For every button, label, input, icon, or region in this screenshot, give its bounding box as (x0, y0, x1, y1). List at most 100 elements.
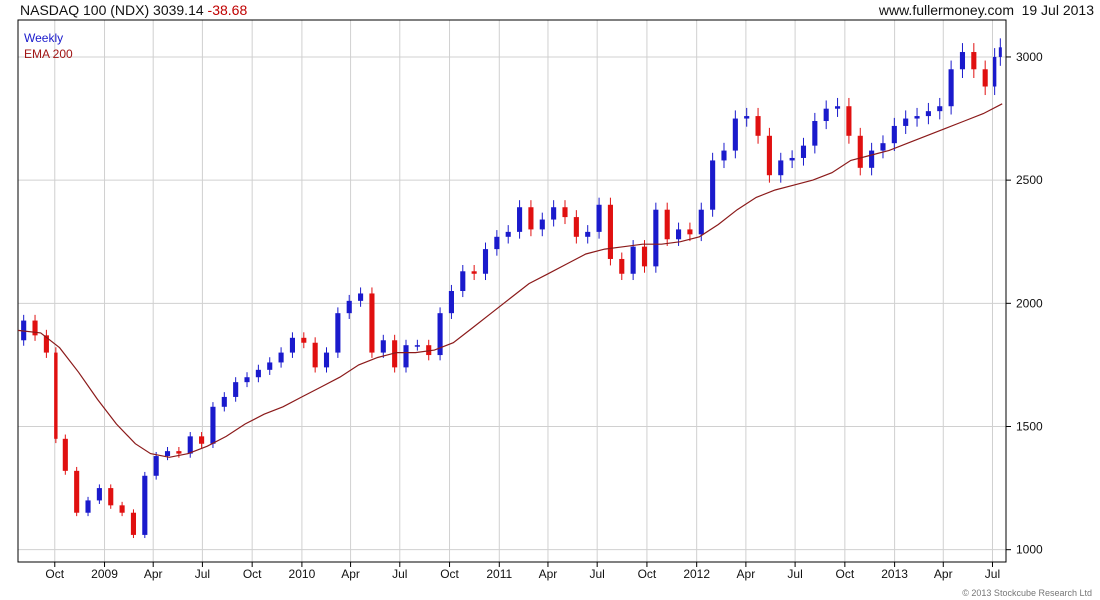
chart-header: NASDAQ 100 (NDX) 3039.14 -38.68 www.full… (8, 0, 1094, 20)
candle-body (891, 125, 897, 144)
candle-body (676, 229, 682, 240)
x-tick-label: 2013 (881, 567, 908, 581)
candle-body (812, 121, 818, 146)
candle-body (54, 352, 58, 439)
ema-200-line (17, 103, 1003, 458)
x-tick-label: Oct (45, 567, 64, 581)
candle-body (482, 249, 489, 274)
candle-body (562, 207, 568, 218)
x-tick-label: 2010 (289, 567, 316, 581)
candle-body (199, 436, 205, 444)
chart-legend: Weekly EMA 200 (24, 30, 73, 62)
x-tick-label: Apr (341, 567, 360, 581)
candle-body (664, 209, 670, 240)
candle-body (244, 377, 250, 383)
candle-body (119, 505, 125, 513)
x-tick-label: Apr (539, 567, 558, 581)
x-tick-label: Jul (195, 567, 210, 581)
x-tick-label: 2012 (683, 567, 710, 581)
candle-body (732, 118, 738, 151)
candle-body (471, 271, 477, 274)
candle-body (62, 438, 68, 471)
candle-body (528, 207, 534, 230)
candle-body (437, 313, 443, 356)
candle-body (551, 207, 557, 220)
candle-body (380, 340, 386, 353)
candle-body (834, 106, 841, 109)
candle-body (914, 116, 920, 119)
y-tick-label: 1000 (1016, 543, 1043, 557)
candle-body (925, 111, 931, 117)
x-tick-label: Apr (737, 567, 756, 581)
candle-body (267, 362, 273, 370)
x-tick-label: Jul (392, 567, 407, 581)
candle-body (392, 340, 398, 368)
candle-body (278, 352, 284, 363)
candle-body (755, 116, 761, 136)
y-tick-label: 1500 (1016, 420, 1043, 434)
candle-body (585, 231, 591, 237)
candle-body (982, 69, 988, 87)
candle-body (448, 291, 454, 314)
candle-body (766, 135, 772, 176)
candle-body (948, 69, 954, 107)
x-tick-label: 2011 (486, 567, 512, 581)
x-tick-label: 2009 (91, 567, 118, 581)
candle-body (710, 160, 716, 210)
candle-body (323, 352, 330, 368)
candle-body (971, 52, 977, 70)
candle-body (823, 108, 829, 122)
candle-body (142, 475, 148, 535)
y-tick-label: 2500 (1016, 173, 1043, 187)
candle-body (369, 293, 375, 353)
candle-body (789, 157, 795, 161)
chart-date: 19 Jul 2013 (1021, 2, 1094, 18)
candle-body (221, 396, 227, 407)
x-tick-label: Jul (985, 567, 1000, 581)
candle-body (85, 500, 91, 513)
candle-body (937, 106, 943, 112)
candle-body (687, 229, 693, 235)
candle-body (164, 451, 171, 457)
candle-body (414, 345, 420, 347)
candle-body (539, 219, 545, 230)
plot-frame (17, 19, 1007, 563)
candle-body (187, 436, 193, 454)
candle-body (43, 335, 49, 353)
candle-body (903, 118, 909, 126)
x-tick-label: Oct (638, 567, 657, 581)
candle-body (403, 345, 409, 368)
x-tick-label: Oct (836, 567, 855, 581)
candle-body (607, 204, 613, 259)
candle-body (596, 204, 602, 232)
website-label: www.fullermoney.com (878, 2, 1014, 18)
candle-body (301, 337, 307, 343)
candle-body (869, 150, 875, 168)
candle-body (130, 512, 137, 535)
candle-body (653, 209, 659, 267)
candle-body (255, 369, 261, 378)
index-name-price: NASDAQ 100 (NDX) 3039.14 (20, 2, 204, 18)
candle-body (312, 342, 318, 368)
candle-body (744, 116, 750, 119)
legend-ema: EMA 200 (24, 47, 73, 61)
x-tick-label: Jul (787, 567, 802, 581)
x-tick-label: Oct (440, 567, 459, 581)
candle-body (346, 300, 352, 314)
candle-body (426, 345, 432, 356)
candle-body (800, 145, 807, 158)
candle-body (176, 451, 182, 454)
candle-body (108, 488, 114, 506)
candle-body (358, 293, 364, 301)
x-tick-label: Jul (590, 567, 605, 581)
y-tick-label: 2000 (1016, 296, 1043, 310)
y-tick-label: 3000 (1016, 50, 1043, 64)
candle-body (21, 320, 27, 341)
candle-body (992, 56, 997, 87)
candle-body (153, 456, 159, 476)
candle-body (698, 209, 704, 235)
candle-body (959, 52, 966, 70)
candle-body (289, 337, 295, 353)
candle-body (460, 271, 466, 291)
